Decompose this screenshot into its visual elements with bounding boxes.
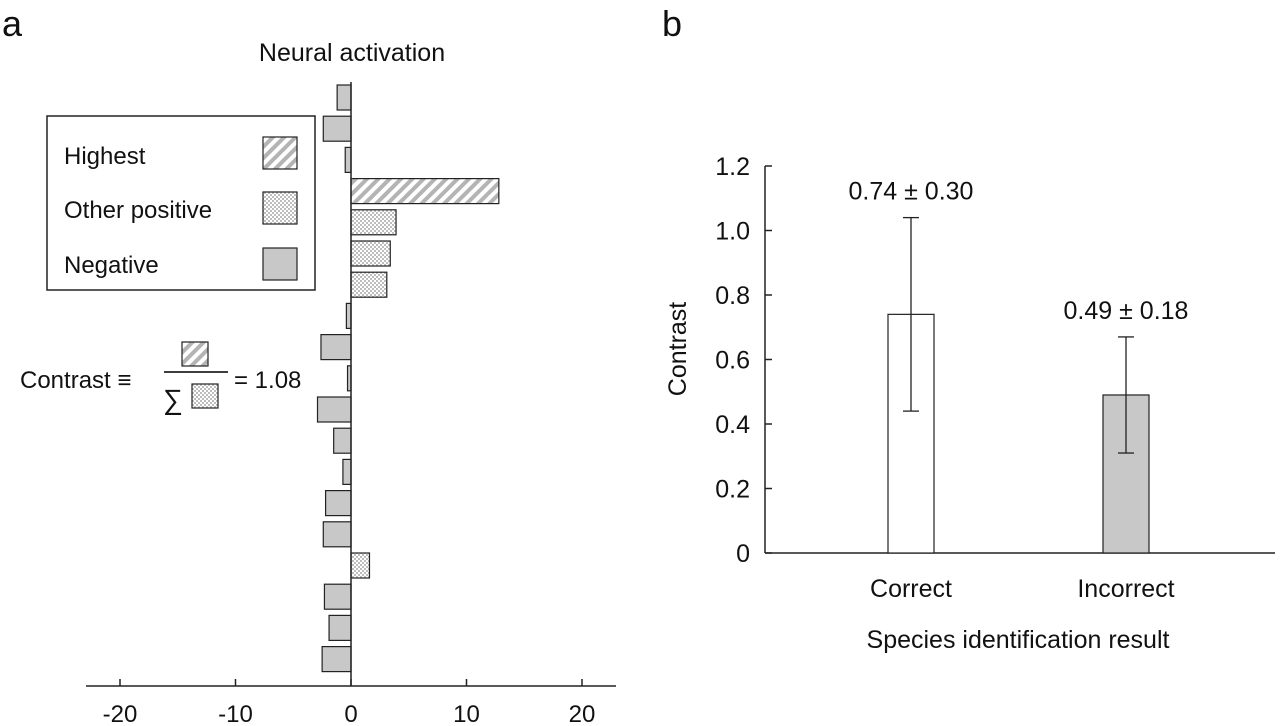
activation-bar-negative [328,614,352,642]
contrast-bar [887,313,935,554]
formula-numerator-swatch [181,341,209,367]
contrast-y-tick-label: 0.2 [715,476,750,504]
legend-swatch-negative [262,247,298,281]
activation-bar-negative [322,521,352,548]
contrast-formula: Contrast ≡ ∑ = 1.08 [20,341,301,415]
legend: Highest Other positive Negative [46,115,316,291]
activation-bar-negative [323,583,352,610]
contrast-y-tick-label: 1.0 [715,218,750,246]
legend-label-negative: Negative [64,252,159,279]
panel-b-label: b [662,3,682,44]
contrast-y-tick-label: 0.8 [715,282,750,310]
activation-x-tick-label: 0 [344,701,357,726]
activation-bar-negative [344,146,352,173]
legend-label-highest: Highest [64,143,146,170]
error-value-label: 0.74 ± 0.30 [849,178,974,206]
panel-a: a Neural activation -20 -10 0 10 20 Highest … [2,3,616,726]
activation-x-tick-label: -10 [218,701,253,726]
formula-sum-symbol: ∑ [163,384,183,415]
category-label: Incorrect [1077,575,1174,603]
contrast-y-tick-label: 0.6 [715,347,750,375]
formula-suffix: = 1.08 [234,367,301,394]
activation-x-axis: -20 -10 0 10 20 [86,679,616,726]
activation-bar-positive [350,209,397,236]
legend-label-other-positive: Other positive [64,197,212,224]
activation-bar-negative [316,396,352,423]
contrast-x-axis-label: Species identification result [867,626,1170,654]
contrast-y-tick-label: 1.2 [715,153,750,181]
contrast-bars: 0.74 ± 0.30 Correct 0.49 ± 0.18 Incorrect [849,178,1189,603]
activation-bar-positive [350,271,388,298]
activation-bar-negative [322,115,352,142]
legend-swatch-other-positive [262,191,298,225]
activation-bar-negative [336,84,352,111]
activation-x-tick-label: 20 [569,701,596,726]
activation-bar-negative [321,645,352,673]
activation-x-tick-label: -20 [103,701,138,726]
activation-bar-negative [324,490,352,517]
contrast-axes: 0 0.2 0.4 0.6 0.8 1.0 1.2 [715,153,1275,568]
activation-x-tick-label: 10 [453,701,480,726]
activation-bar-negative [342,458,352,485]
contrast-y-tick-label: 0 [736,540,750,568]
activation-bar-negative [333,427,352,454]
contrast-y-axis-label: Contrast [664,302,692,397]
panel-a-label: a [2,3,23,44]
contrast-y-tick-label: 0.4 [715,411,750,439]
activation-bar-positive [350,240,391,267]
activation-bar-positive [350,552,371,579]
formula-denominator-swatch [191,383,219,409]
activation-bar-highest [350,178,500,205]
panel-a-title: Neural activation [259,39,445,67]
error-value-label: 0.49 ± 0.18 [1064,297,1189,325]
activation-bar-negative [320,334,352,361]
category-label: Correct [870,575,952,603]
activation-bars [316,84,500,673]
legend-swatch-highest [262,136,298,170]
panel-b: b 0 0.2 0.4 0.6 0.8 1.0 1.2 0.74 ± 0.30 Correct… [662,3,1275,654]
formula-prefix: Contrast ≡ [20,367,131,394]
